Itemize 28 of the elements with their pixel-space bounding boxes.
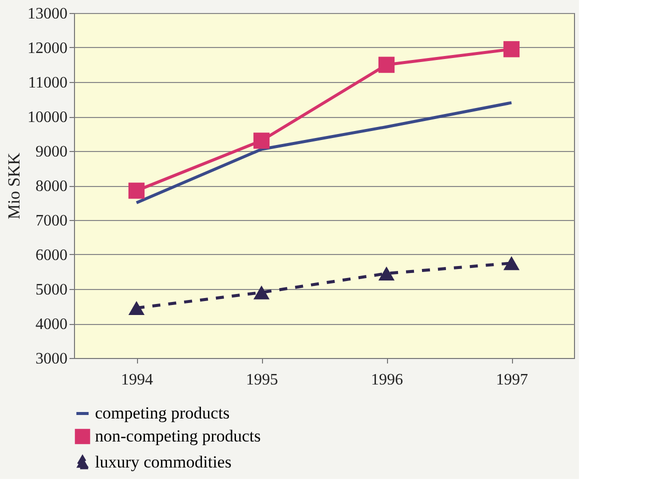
point	[253, 285, 270, 300]
y-tick-label: 8000	[36, 178, 68, 195]
point	[503, 256, 520, 270]
y-tick-label: 5000	[36, 282, 68, 298]
legend-label: competing products	[95, 404, 230, 422]
point	[503, 41, 520, 58]
y-tick-label: 12000	[28, 40, 68, 57]
point	[378, 56, 395, 73]
y-tick-label: 6000	[36, 247, 68, 264]
x-tick-label: 1996	[371, 372, 403, 388]
y-axis-title: Mio SKK	[4, 152, 24, 220]
y-tick-label: 4000	[36, 316, 68, 333]
y-tick-label: 3000	[36, 350, 68, 368]
y-tick-label: 11000	[28, 74, 68, 92]
y-tick-label: 7000	[36, 212, 68, 230]
line-series	[135, 101, 513, 204]
legend-label: non-competing products	[95, 426, 261, 446]
x-tick-label: 1997	[496, 372, 528, 388]
y-tick-label: 9000	[36, 144, 68, 160]
x-tick-label: 1995	[246, 372, 278, 388]
x-tick-label: 1994	[121, 372, 153, 388]
point	[128, 182, 145, 199]
point	[128, 300, 145, 315]
legend-label: luxury commodities	[95, 452, 232, 472]
point	[253, 132, 270, 149]
y-tick-label: 13000	[28, 6, 68, 22]
point	[378, 266, 395, 280]
y-tick-label: 10000	[28, 109, 68, 126]
